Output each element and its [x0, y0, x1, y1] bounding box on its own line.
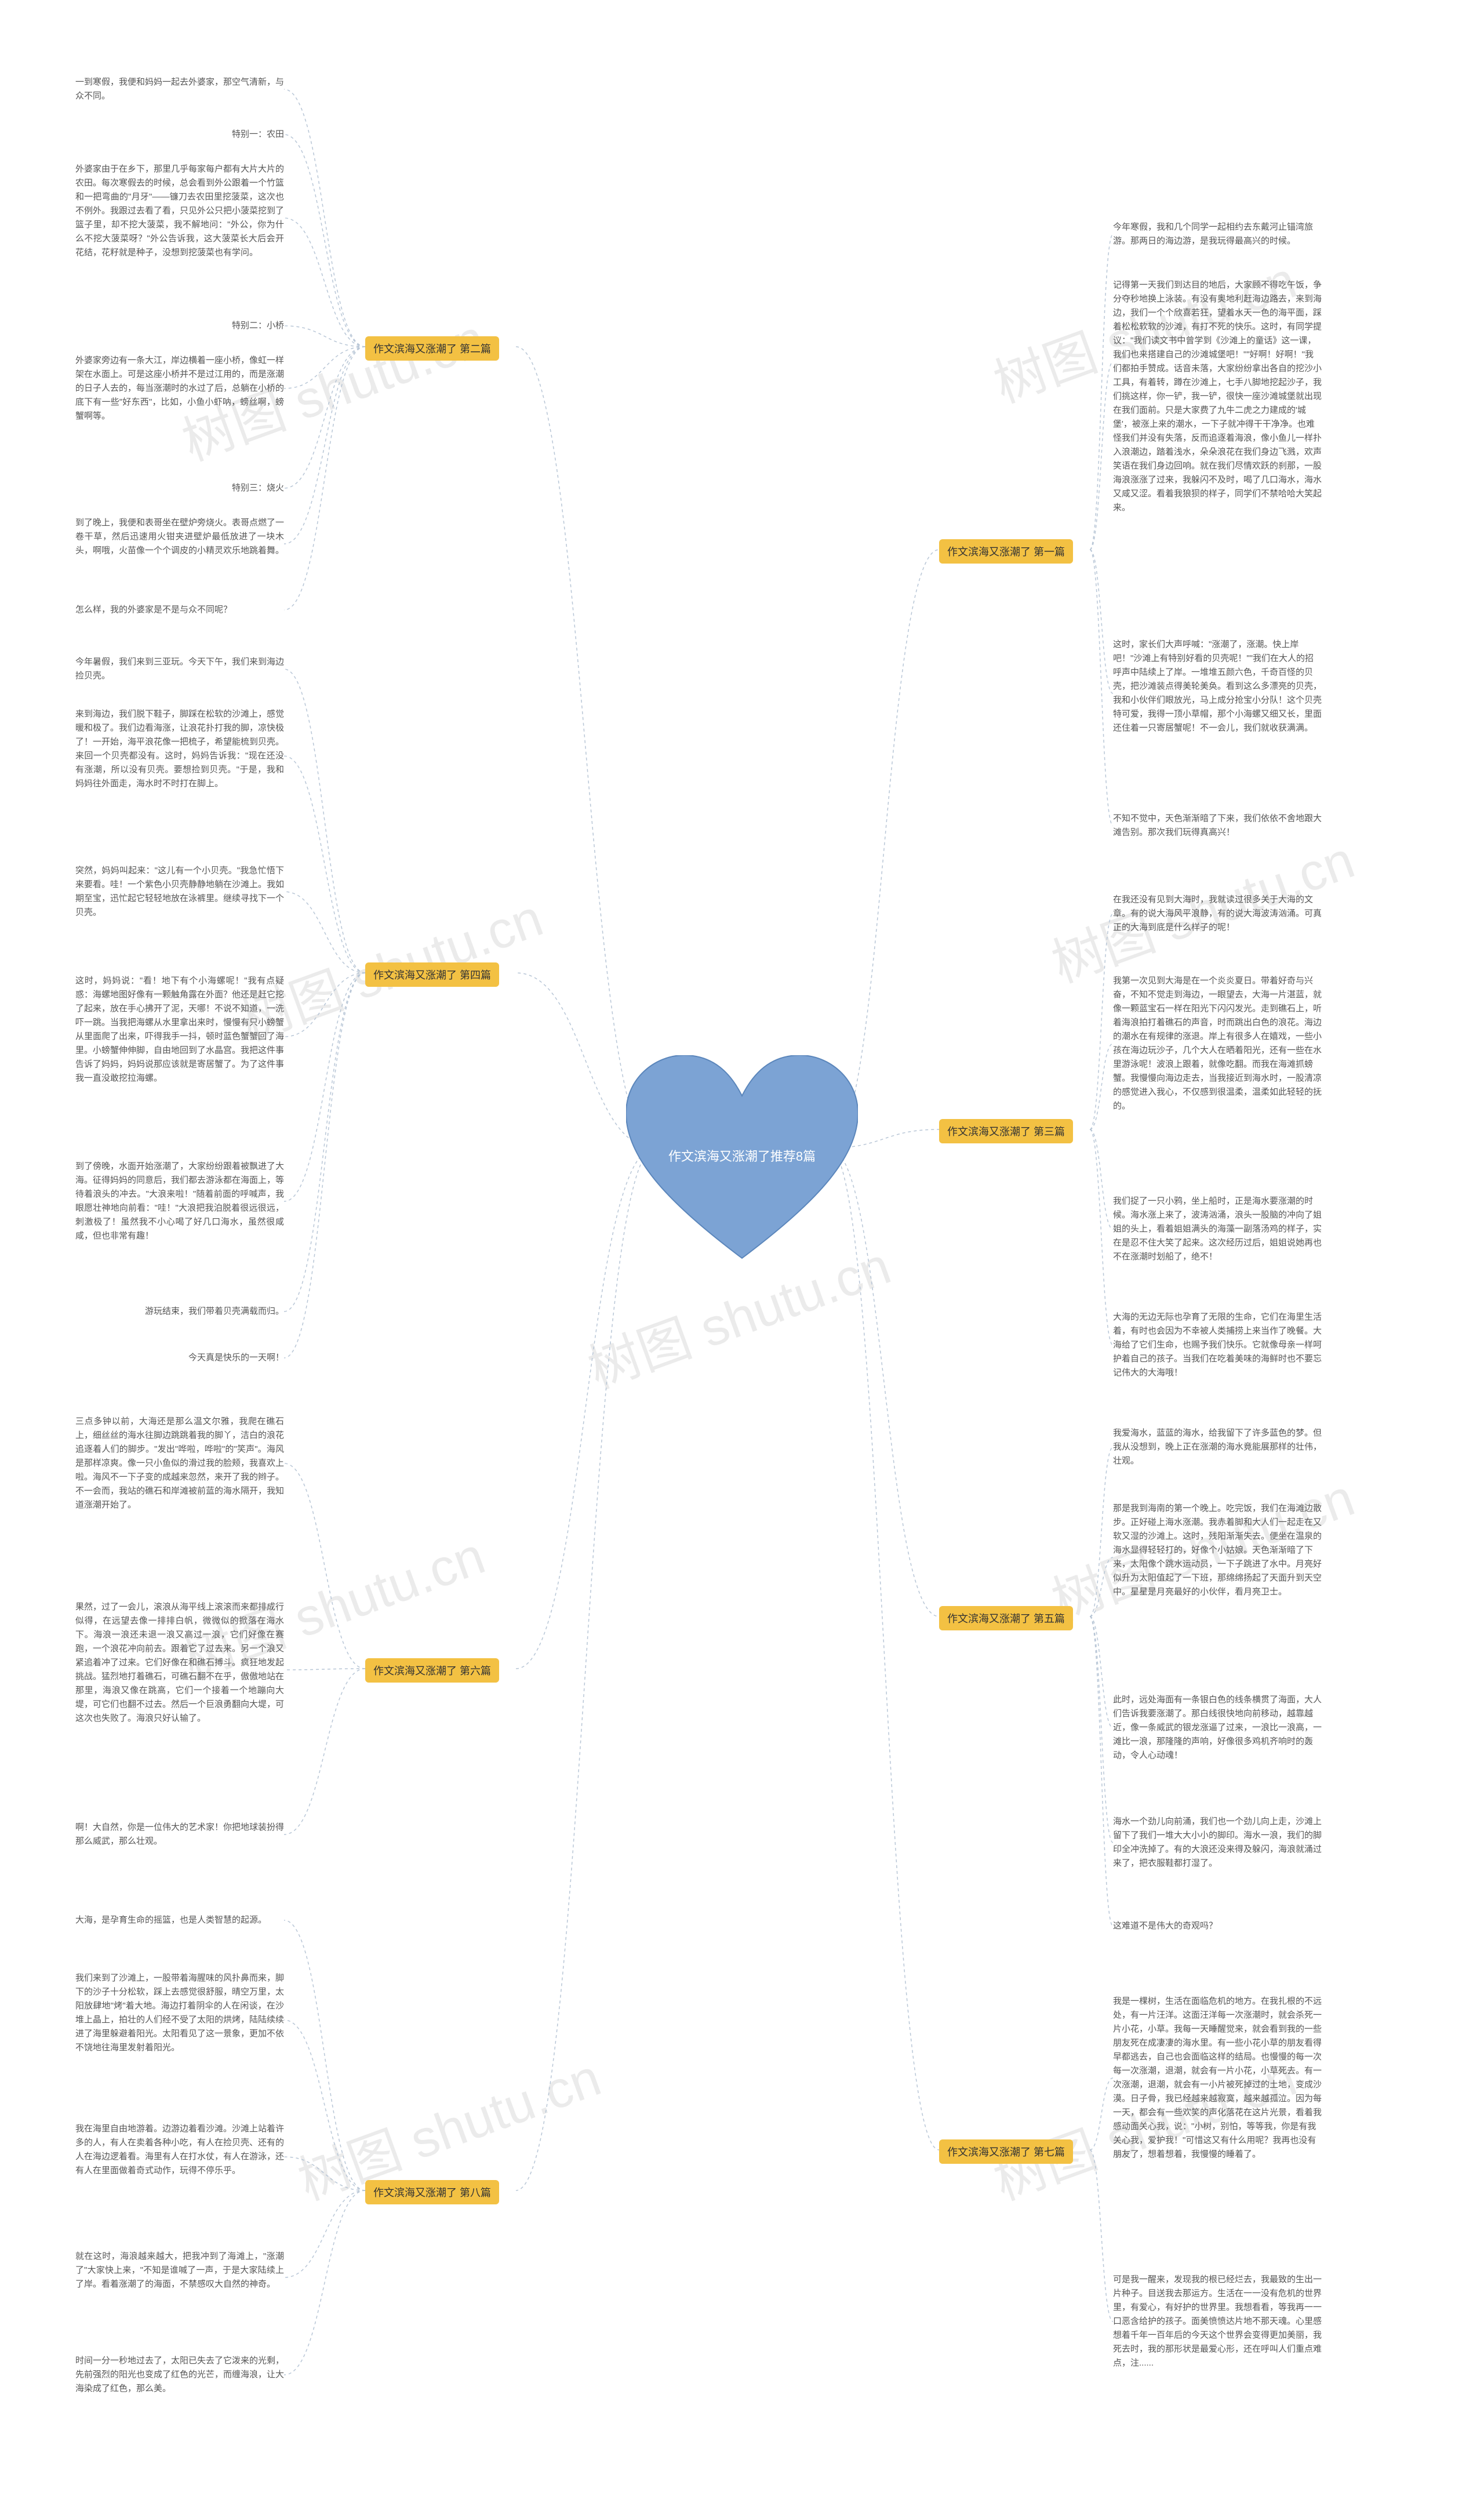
leaf-note: 我第一次见到大海是在一个炎炎夏日。带着好奇与兴奋，不知不觉走到海边，一眼望去，大… [1113, 974, 1322, 1113]
leaf-note: 特别二：小桥 [75, 319, 284, 333]
center-node: 作文滨海又涨潮了推荐8篇 [626, 1055, 858, 1264]
leaf-note: 特别一：农田 [75, 128, 284, 141]
leaf-note: 我们捉了一只小鸦，坐上船时，正是海水要涨潮的时候。海水涨上来了，波涛汹涌，浪头一… [1113, 1194, 1322, 1264]
leaf-note: 我们来到了沙滩上，一股带着海腥味的风扑鼻而来，脚下的沙子十分松软，踩上去感觉很舒… [75, 1971, 284, 2055]
leaf-note: 不知不觉中，天色渐渐暗了下来，我们依依不舍地跟大滩告别。那次我们玩得真高兴！ [1113, 812, 1322, 840]
leaf-note: 今年寒假，我和几个同学一起相约去东戴河止锚湾旅游。那两日的海边游，是我玩得最高兴… [1113, 220, 1322, 248]
branch-node[interactable]: 作文滨海又涨潮了 第八篇 [365, 2180, 499, 2204]
leaf-note: 大海，是孕育生命的摇篮，也是人类智慧的起源。 [75, 1913, 284, 1927]
leaf-note: 啊！大自然，你是一位伟大的艺术家！你把地球装扮得那么威武，那么壮观。 [75, 1821, 284, 1848]
branch-node[interactable]: 作文滨海又涨潮了 第一篇 [939, 539, 1073, 564]
branch-node[interactable]: 作文滨海又涨潮了 第五篇 [939, 1606, 1073, 1630]
leaf-note: 记得第一天我们到达目的地后，大家顾不得吃午饭，争分夺秒地换上泳装。有没有奥地利赶… [1113, 278, 1322, 515]
leaf-note: 这难道不是伟大的奇观吗？ [1113, 1919, 1322, 1933]
leaf-note: 来到海边，我们脱下鞋子，脚踩在松软的沙滩上，感觉暖和极了。我们边看海涨，让浪花扑… [75, 707, 284, 791]
leaf-note: 我爱海水，蓝蓝的海水，给我留下了许多蓝色的梦。但我从没想到，晚上正在涨潮的海水竟… [1113, 1426, 1322, 1468]
branch-node[interactable]: 作文滨海又涨潮了 第三篇 [939, 1119, 1073, 1143]
leaf-note: 可是我一醒来，发现我的根已经烂去，我最致的生出一片种子。目送我去那运方。生活在一… [1113, 2273, 1322, 2370]
leaf-note: 我是一棵树，生活在面临危机的地方。在我扎根的不远处，有一片汪洋。这面汪洋每一次涨… [1113, 1995, 1322, 2161]
leaf-note: 今天真是快乐的一天啊！ [75, 1351, 284, 1365]
branch-node[interactable]: 作文滨海又涨潮了 第二篇 [365, 336, 499, 361]
center-title: 作文滨海又涨潮了推荐8篇 [655, 1146, 829, 1165]
leaf-note: 今年暑假，我们来到三亚玩。今天下午，我们来到海边捡贝壳。 [75, 655, 284, 683]
leaf-note: 我在海里自由地游着。边游边着看沙滩。沙滩上站着许多的人，有人在卖着各种小吃，有人… [75, 2122, 284, 2178]
leaf-note: 就在这时，海浪越来越大，把我冲到了海滩上，"涨潮了"大家快上来，"不知是谁喊了一… [75, 2250, 284, 2291]
leaf-note: 海水一个劲儿向前涌，我们也一个劲儿向上走，沙滩上留下了我们一堆大大小小的脚印。海… [1113, 1815, 1322, 1870]
leaf-note: 到了傍晚，水面开始涨潮了，大家纷纷跟着被飘进了大海。征得妈妈的同意后，我们都去游… [75, 1160, 284, 1243]
branch-node[interactable]: 作文滨海又涨潮了 第七篇 [939, 2139, 1073, 2164]
leaf-note: 一到寒假，我便和妈妈一起去外婆家，那空气清新，与众不同。 [75, 75, 284, 103]
leaf-note: 外婆家由于在乡下，那里几乎每家每户都有大片大片的农田。每次寒假去的时候，总会看到… [75, 162, 284, 260]
leaf-note: 突然，妈妈叫起来："这儿有一个小贝壳。"我急忙悟下来要看。哇！一个紫色小贝壳静静… [75, 864, 284, 920]
leaf-note: 特别三：烧火 [75, 481, 284, 495]
branch-node[interactable]: 作文滨海又涨潮了 第四篇 [365, 962, 499, 987]
leaf-note: 时间一分一秒地过去了，太阳已失去了它泼来的光剩，先前强烈的阳光也变成了红色的光芒… [75, 2354, 284, 2396]
leaf-note: 到了晚上，我便和表哥坐在壁炉旁烧火。表哥点燃了一卷干草，然后迅速用火钳夹进壁炉最… [75, 516, 284, 558]
leaf-note: 大海的无边无际也孕育了无限的生命，它们在海里生活着，有时也会因为不幸被人类捕捞上… [1113, 1310, 1322, 1380]
leaf-note: 此时，远处海面有一条银白色的线条横贯了海面，大人们告诉我要涨潮了。那白线很快地向… [1113, 1693, 1322, 1763]
leaf-note: 这时，妈妈说："看！地下有个小海螺呢！"我有点疑惑：海螺地图好像有一颗触角露在外… [75, 974, 284, 1085]
leaf-note: 这时，家长们大声呼喊："涨潮了，涨潮。快上岸吧！"沙滩上有特别好看的贝壳呢！""… [1113, 638, 1322, 735]
leaf-note: 在我还没有见到大海时，我就读过很多关于大海的文章。有的说大海风平浪静，有的说大海… [1113, 893, 1322, 935]
leaf-note: 怎么样，我的外婆家是不是与众不同呢？ [75, 603, 284, 617]
leaf-note: 三点多钟以前，大海还是那么温文尔雅，我爬在礁石上，细丝丝的海水往脚边跳跳着我的脚… [75, 1415, 284, 1512]
leaf-note: 那是我到海南的第一个晚上。吃完饭，我们在海滩边散步。正好碰上海水涨潮。我赤着脚和… [1113, 1502, 1322, 1599]
leaf-note: 外婆家旁边有一条大江，岸边横着一座小桥，像虹一样架在水面上。可是这座小桥并不是过… [75, 354, 284, 423]
branch-node[interactable]: 作文滨海又涨潮了 第六篇 [365, 1658, 499, 1683]
leaf-note: 游玩结束，我们带着贝壳满载而归。 [75, 1305, 284, 1318]
leaf-note: 果然，过了一会儿，滚浪从海平线上滚滚而来都排成行似得，在远望去像一排排白帆，微微… [75, 1600, 284, 1725]
